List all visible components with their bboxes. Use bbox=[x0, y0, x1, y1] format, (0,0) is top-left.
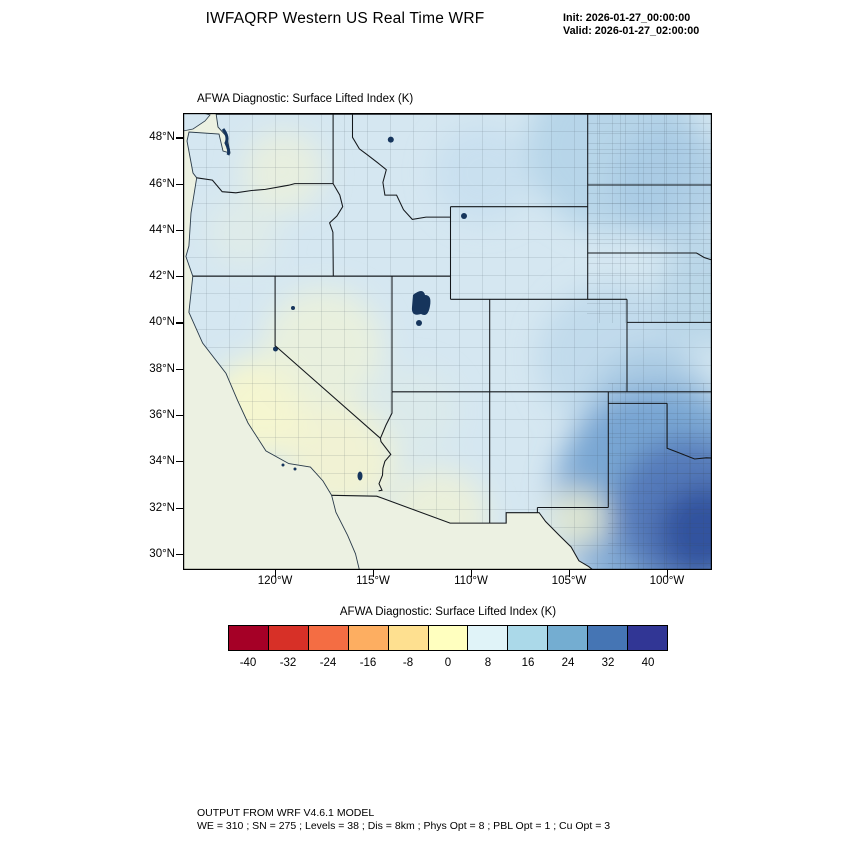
lat-tick bbox=[176, 368, 183, 370]
colorbar-segment bbox=[348, 626, 389, 650]
colorbar-tick-label: -8 bbox=[402, 657, 414, 669]
lon-tick-label: 120°W bbox=[257, 575, 293, 587]
wrf-map bbox=[183, 113, 712, 570]
colorbar-segment bbox=[428, 626, 469, 650]
ocean bbox=[183, 113, 360, 570]
init-text: Init: 2026-01-27_00:00:00 bbox=[563, 12, 691, 24]
colorbar-segment bbox=[508, 626, 549, 650]
lat-tick bbox=[176, 553, 183, 556]
colorbar-tick-label: -16 bbox=[359, 657, 377, 669]
lat-tick-label: 44°N bbox=[149, 223, 175, 236]
colorbar-segment bbox=[229, 626, 269, 650]
footer-config-line: WE = 310 ; SN = 275 ; Levels = 38 ; Dis … bbox=[197, 820, 611, 832]
lakes bbox=[221, 128, 467, 481]
colorbar-tick-label: -24 bbox=[319, 657, 337, 669]
lat-tick-label: 42°N bbox=[149, 270, 175, 283]
colorbar-tick-label: -32 bbox=[279, 657, 297, 669]
mexico-region bbox=[183, 495, 593, 570]
lon-tick bbox=[666, 570, 669, 577]
colorbar-segment bbox=[628, 626, 667, 650]
colorbar-segment bbox=[308, 626, 349, 650]
map-border bbox=[183, 113, 712, 570]
lat-tick bbox=[176, 461, 183, 463]
colorbar-tick-label: 24 bbox=[561, 657, 575, 669]
lon-tick-label: 115°W bbox=[356, 575, 390, 587]
colorbar-tick-label: 8 bbox=[484, 657, 492, 669]
run-info: Init: 2026-01-27_00:00:00 Valid: 2026-01… bbox=[563, 12, 699, 38]
colorbar-segment bbox=[588, 626, 629, 650]
footer: OUTPUT FROM WRF V4.6.1 MODEL WE = 310 ; … bbox=[197, 807, 610, 833]
lat-tick-label: 36°N bbox=[149, 409, 175, 421]
colorbar-segment bbox=[268, 626, 309, 650]
lon-tick bbox=[569, 570, 571, 577]
lat-tick-label: 34°N bbox=[149, 455, 175, 468]
colorbar-tick-label: 16 bbox=[521, 657, 535, 669]
colorbar-tick-label: -40 bbox=[239, 657, 257, 669]
lat-tick-label: 46°N bbox=[149, 177, 175, 190]
colorbar-segment bbox=[548, 626, 589, 650]
vancouver-island bbox=[183, 113, 211, 132]
lon-tick-label: 100°W bbox=[649, 575, 685, 587]
lat-tick bbox=[176, 137, 183, 139]
lon-tick bbox=[471, 570, 473, 577]
coastline bbox=[185, 113, 360, 570]
colorbar: AFWA Diagnostic: Surface Lifted Index (K… bbox=[228, 606, 668, 675]
colorbar-tick-label: 32 bbox=[601, 657, 615, 669]
lat-tick bbox=[176, 229, 183, 232]
colorbar-tick-label: 40 bbox=[641, 657, 655, 669]
lat-tick bbox=[176, 322, 183, 324]
colorbar-tick-label: 0 bbox=[444, 657, 452, 669]
colorbar-title: AFWA Diagnostic: Surface Lifted Index (K… bbox=[339, 606, 557, 618]
colorbar-segment bbox=[388, 626, 429, 650]
map-frame: 48°N 46°N 44°N 42°N 40°N 38°N 36°N 34°N 32°N 30°N… bbox=[149, 113, 712, 587]
lat-tick-label: 48°N bbox=[149, 131, 175, 144]
lon-tick-label: 110°W bbox=[454, 575, 488, 587]
footer-model-line: OUTPUT FROM WRF V4.6.1 MODEL bbox=[197, 807, 375, 819]
plot-main-title: IWFAQRP Western US Real Time WRF bbox=[205, 10, 485, 27]
lat-tick-label: 30°N bbox=[149, 547, 175, 560]
map-subtitle: AFWA Diagnostic: Surface Lifted Index (K… bbox=[197, 93, 414, 105]
lon-tick bbox=[373, 570, 375, 577]
colorbar-ticks: -40 -32 -24 -16 -8 0 8 16 24 32 40 bbox=[228, 657, 668, 675]
lat-tick bbox=[176, 415, 183, 417]
colorbar-segment bbox=[468, 626, 509, 650]
lat-tick bbox=[176, 183, 183, 185]
lat-tick-label: 38°N bbox=[149, 362, 175, 375]
lon-tick-label: 105°W bbox=[551, 575, 587, 587]
lat-tick-label: 40°N bbox=[149, 316, 175, 329]
colorbar-segments bbox=[228, 625, 668, 651]
lat-tick-label: 32°N bbox=[149, 501, 175, 514]
lat-tick bbox=[176, 507, 183, 509]
valid-text: Valid: 2026-01-27_02:00:00 bbox=[563, 25, 700, 37]
lat-tick bbox=[176, 276, 183, 278]
lon-tick bbox=[275, 570, 277, 577]
